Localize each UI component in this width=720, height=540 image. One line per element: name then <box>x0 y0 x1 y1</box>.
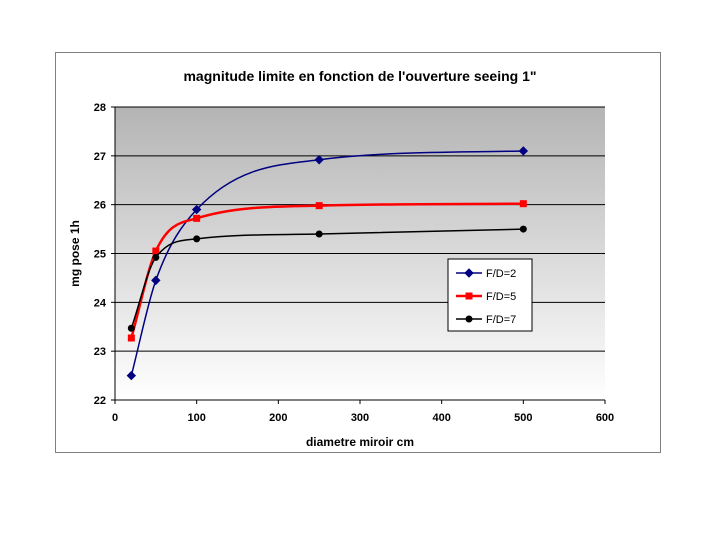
series-2-point-marker <box>127 334 135 342</box>
series-1-point-marker <box>518 146 529 156</box>
series-2-point-marker <box>152 247 160 255</box>
chart-svg: 0 100 200 300 400 500 600 22 23 24 25 26 27 28 magnit… <box>68 68 614 449</box>
series-lines <box>126 146 529 381</box>
series-3-point-marker <box>193 235 201 243</box>
legend-swatch-marker <box>464 268 474 278</box>
x-tick-label: 100 <box>187 412 205 424</box>
y-axis-title: mg pose 1h <box>68 220 82 287</box>
series-2-point-marker <box>315 202 323 210</box>
series-1-point-marker <box>191 204 202 215</box>
series-line-2 <box>130 202 524 339</box>
series-1-point-marker <box>314 155 324 165</box>
series-2 <box>127 200 527 342</box>
legend-label: F/D=2 <box>486 268 516 280</box>
axes: 0 100 200 300 400 500 600 22 23 24 25 26 27 28 <box>94 102 614 424</box>
series-1-point-marker <box>126 370 137 381</box>
series-line-3 <box>130 228 524 329</box>
y-tick-label: 26 <box>94 200 106 212</box>
series-1 <box>126 146 529 381</box>
legend: F/D=2 F/D=5 F/D=7 <box>447 258 533 332</box>
y-tick-label: 28 <box>94 102 106 114</box>
series-line-1 <box>130 150 524 376</box>
y-tick-label: 27 <box>94 151 106 163</box>
series-3-point-marker <box>315 230 323 238</box>
series-3 <box>127 225 527 332</box>
x-tick-label: 300 <box>351 412 369 424</box>
x-tick-label: 200 <box>269 412 287 424</box>
x-tick-label: 500 <box>514 412 532 424</box>
legend-swatch-marker <box>465 315 473 323</box>
series-2-point-marker <box>519 200 527 208</box>
y-tick-label: 25 <box>94 249 106 261</box>
x-axis-title: diametre miroir cm <box>306 435 414 449</box>
legend-label: F/D=5 <box>486 291 516 303</box>
series-3-point-marker <box>152 253 160 261</box>
y-tick-label: 23 <box>94 346 106 358</box>
y-tick-label: 24 <box>94 297 107 309</box>
series-3-point-marker <box>519 225 527 233</box>
x-tick-label: 0 <box>112 412 118 424</box>
series-2-point-marker <box>193 214 201 222</box>
chart-frame: 0 100 200 300 400 500 600 22 23 24 25 26 27 28 magnit… <box>55 52 661 453</box>
y-tick-label: 22 <box>94 395 106 407</box>
legend-label: F/D=7 <box>486 314 516 326</box>
series-3-point-marker <box>127 324 135 332</box>
series-1-point-marker <box>151 275 161 286</box>
x-tick-label: 400 <box>432 412 450 424</box>
legend-swatch-marker <box>465 292 473 300</box>
chart-title: magnitude limite en fonction de l'ouvert… <box>183 68 536 84</box>
x-tick-label: 600 <box>596 412 614 424</box>
